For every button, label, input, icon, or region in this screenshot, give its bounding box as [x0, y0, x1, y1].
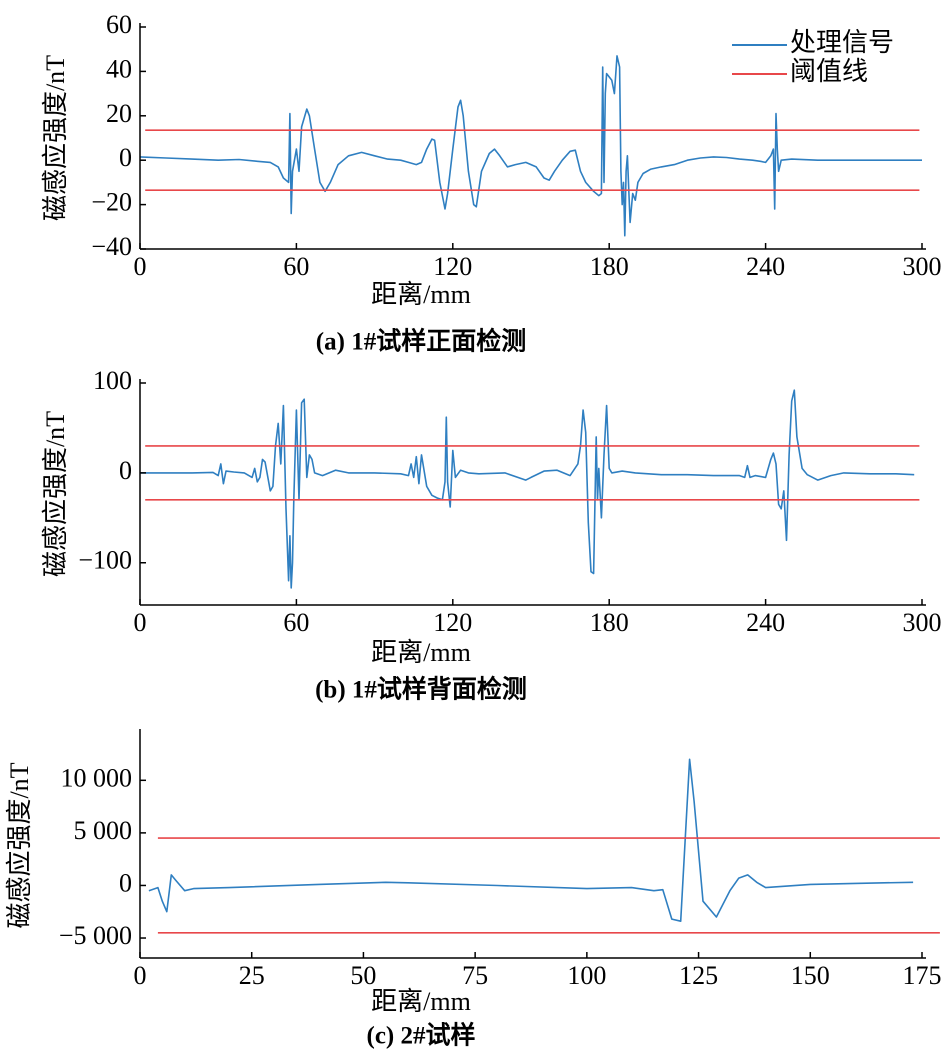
x-tick-label: 300	[903, 252, 942, 281]
y-tick-label: 60	[106, 10, 132, 39]
y-tick-label: 20	[106, 99, 132, 128]
x-tick-label: 180	[590, 608, 629, 637]
x-tick-label: 240	[746, 608, 785, 637]
x-tick-label: 0	[134, 961, 147, 990]
x-tick-label: 125	[679, 961, 718, 990]
x-tick-label: 150	[791, 961, 830, 990]
x-tick-label: 120	[433, 608, 472, 637]
x-axis-label: 距离/mm	[371, 638, 471, 667]
y-tick-label: 40	[106, 54, 132, 83]
x-tick-label: 75	[462, 961, 488, 990]
x-tick-label: 175	[903, 961, 942, 990]
y-axis-label: 磁感应强度/nT	[5, 762, 34, 928]
y-tick-label: −100	[78, 546, 132, 575]
x-tick-label: 100	[567, 961, 606, 990]
y-tick-label: −40	[91, 232, 132, 261]
y-tick-label: 0	[119, 143, 132, 172]
series-line	[139, 55, 922, 237]
y-tick-label: 10 000	[61, 763, 133, 792]
y-tick-label: 5 000	[74, 816, 133, 845]
series-line	[148, 758, 914, 922]
x-tick-label: 180	[590, 252, 629, 281]
caption: (b) 1#试样背面检测	[315, 675, 527, 704]
y-tick-label: 100	[93, 366, 132, 395]
x-axis-label: 距离/mm	[371, 280, 471, 309]
y-tick-label: 0	[119, 456, 132, 485]
x-tick-label: 0	[134, 252, 147, 281]
x-tick-label: 60	[283, 608, 309, 637]
x-tick-label: 300	[903, 608, 942, 637]
x-tick-label: 120	[433, 252, 472, 281]
y-tick-label: −5 000	[59, 921, 132, 950]
x-tick-label: 50	[350, 961, 376, 990]
legend-label: 处理信号	[790, 28, 894, 57]
x-tick-label: 25	[239, 961, 265, 990]
y-tick-label: 0	[119, 868, 132, 897]
caption: (a) 1#试样正面检测	[316, 327, 526, 356]
series-line	[140, 389, 915, 589]
y-tick-label: −20	[91, 188, 132, 217]
caption: (c) 2#试样	[367, 1021, 476, 1050]
legend-label: 阈值线	[790, 57, 868, 86]
x-tick-label: 60	[283, 252, 309, 281]
y-axis-label: 磁感应强度/nT	[41, 411, 70, 577]
y-axis-label: 磁感应强度/nT	[41, 55, 70, 221]
x-tick-label: 240	[746, 252, 785, 281]
x-axis-label: 距离/mm	[371, 987, 471, 1016]
x-tick-label: 0	[134, 608, 147, 637]
